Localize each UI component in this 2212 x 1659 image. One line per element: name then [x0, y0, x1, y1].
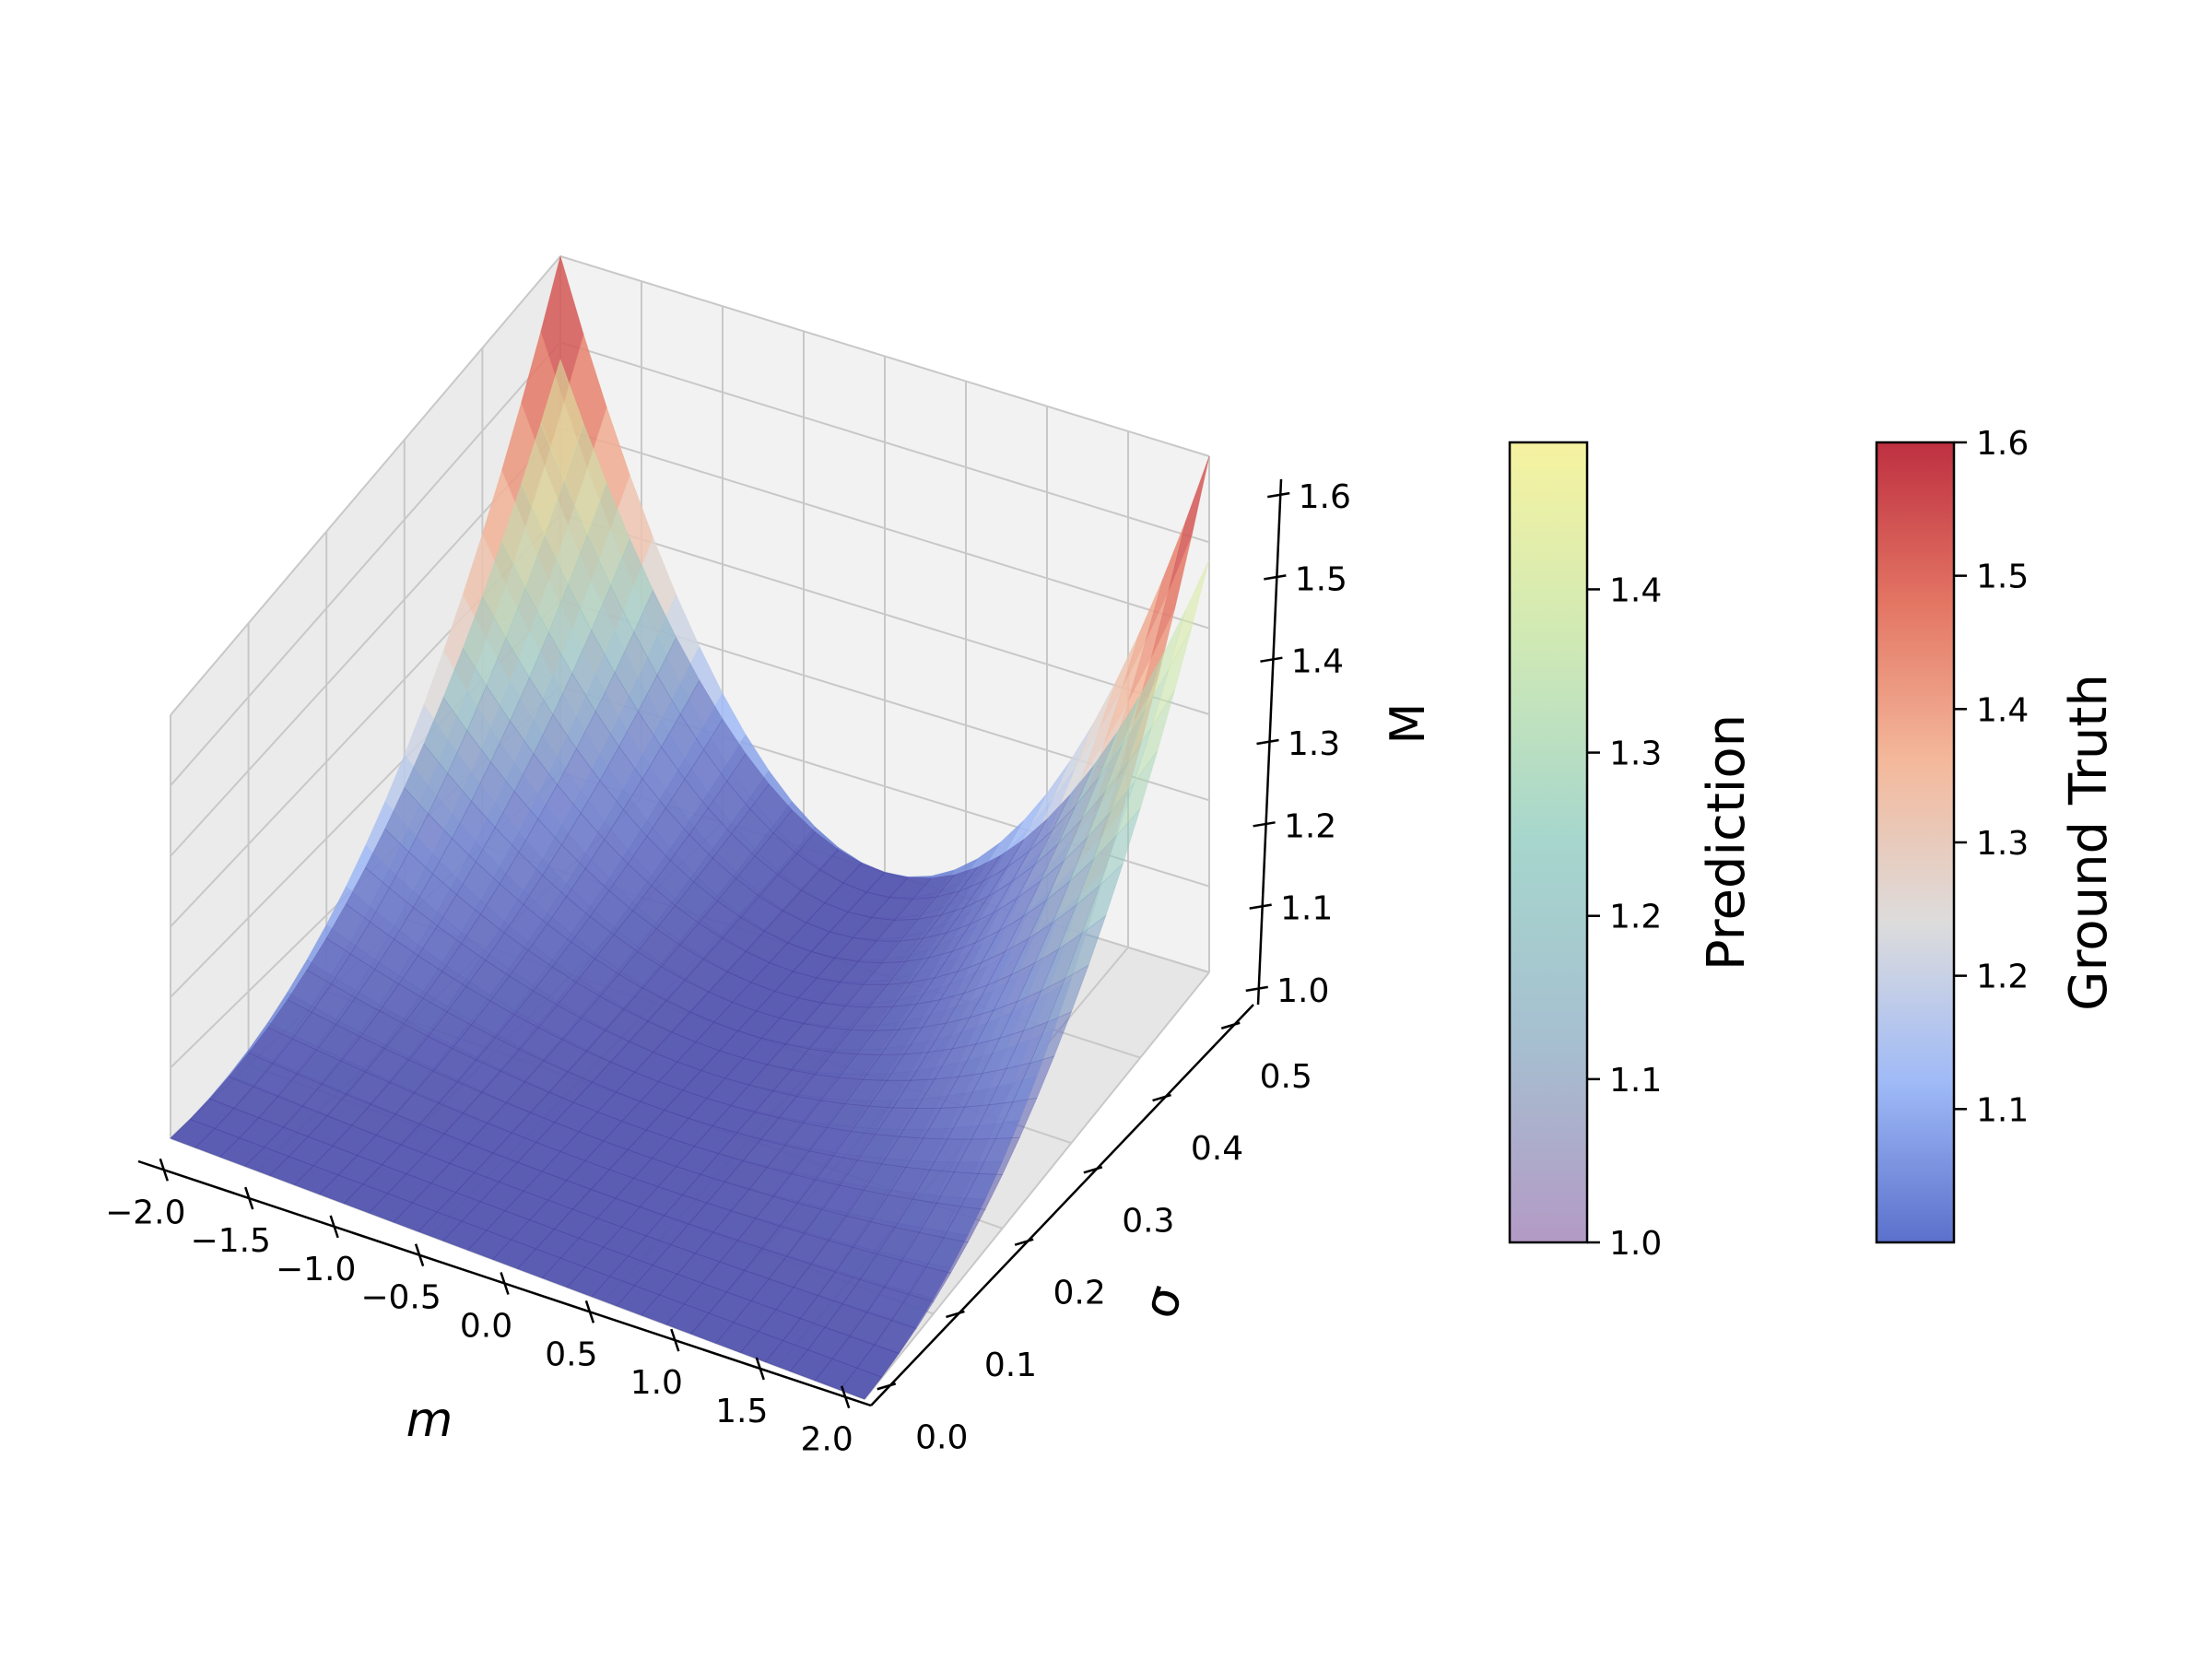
- colorbar-tick-label: 1.4: [1976, 691, 2029, 729]
- x-tick-label: 0.5: [545, 1335, 597, 1373]
- z-tick-label: 1.6: [1299, 478, 1351, 516]
- colorbar-tick-label: 1.4: [1609, 571, 1662, 609]
- ground-truth-colorbar-label: Ground Truth: [2059, 674, 2119, 1011]
- ground-truth-colorbar-ticks: 1.1 1.2 1.3 1.4 1.5 1.6: [1954, 425, 2029, 1129]
- prediction-colorbar-bar: [1508, 441, 1589, 1244]
- prediction-colorbar-label: Prediction: [1697, 714, 1757, 971]
- y-tick-label: 0.1: [984, 1347, 1037, 1384]
- colorbar-tick-label: 1.6: [1976, 425, 2029, 463]
- prediction-surface-facet: [1150, 626, 1193, 728]
- z-tick-label: 1.2: [1284, 807, 1336, 845]
- z-tick-label: 1.1: [1280, 890, 1333, 928]
- y-tick: [877, 1382, 897, 1391]
- colorbar-tick-label: 1.3: [1976, 825, 2029, 863]
- x-tick-label: −2.0: [105, 1194, 185, 1231]
- prediction-surface-facet: [1134, 689, 1175, 783]
- axis-ticks: −2.0−1.5−1.0−0.5 0.0 0.5 1.0 1.5 2.0 0.0 0.1 0.2…: [105, 478, 1351, 1459]
- z-tick: [1253, 821, 1276, 828]
- z-gridline-left: [170, 341, 561, 786]
- x-tick-label: 1.0: [630, 1364, 683, 1402]
- x-tick-label: 0.0: [460, 1308, 512, 1346]
- x-tick: [840, 1385, 851, 1409]
- x-tick: [500, 1272, 510, 1295]
- colorbar-tick-label: 1.2: [1976, 959, 2029, 996]
- y-tick: [1220, 1021, 1241, 1030]
- y-tick: [1152, 1093, 1171, 1102]
- y-tick: [1083, 1166, 1103, 1174]
- z-gridline-back: [559, 341, 1210, 544]
- x-tick: [159, 1158, 170, 1182]
- y-tick: [946, 1310, 965, 1319]
- x-axis-label: m: [406, 1393, 453, 1448]
- x-tick-label: 1.5: [715, 1393, 768, 1430]
- x-tick: [584, 1300, 595, 1324]
- z-axis-label: M: [1381, 703, 1436, 745]
- x-gridline-floor: [864, 971, 1210, 1400]
- z-gridline-back: [559, 427, 1210, 629]
- z-gridline-back: [559, 255, 1210, 457]
- z-tick: [1245, 985, 1268, 993]
- x-tick: [755, 1357, 765, 1381]
- colorbar-tick-label: 1.0: [1609, 1225, 1662, 1263]
- z-tick: [1264, 574, 1287, 581]
- prediction-surface-facet: [890, 1294, 935, 1329]
- z-tick-label: 1.4: [1291, 643, 1344, 681]
- y-tick-label: 0.0: [915, 1418, 968, 1456]
- prediction-colorbar: 1.0 1.1 1.2 1.3 1.4 Prediction: [1508, 441, 1757, 1263]
- x-tick: [670, 1328, 680, 1352]
- z-tick: [1249, 903, 1272, 910]
- y-tick-label: 0.5: [1260, 1058, 1312, 1096]
- x-tick: [414, 1243, 425, 1267]
- x-tick: [244, 1186, 254, 1210]
- z-gridline-left: [170, 255, 561, 716]
- colorbar-tick-label: 1.1: [1976, 1091, 2029, 1129]
- y-tick: [1014, 1238, 1034, 1246]
- ground-truth-colorbar-bar: [1875, 441, 1956, 1244]
- z-tick: [1267, 491, 1290, 499]
- x-tick-label: −1.5: [191, 1222, 271, 1260]
- y-tick-label: 0.4: [1191, 1130, 1243, 1168]
- x-tick: [329, 1215, 339, 1239]
- prediction-surface-facet: [994, 1097, 1038, 1139]
- prediction-colorbar-ticks: 1.0 1.1 1.2 1.3 1.4: [1587, 571, 1662, 1263]
- y-axis-line: [870, 1004, 1254, 1406]
- colorbar-tick-label: 1.3: [1609, 735, 1662, 773]
- colorbar-tick-label: 1.2: [1609, 899, 1662, 936]
- z-gridline-back: [559, 513, 1210, 715]
- axes-3d: −2.0−1.5−1.0−0.5 0.0 0.5 1.0 1.5 2.0 0.0 0.1 0.2…: [105, 254, 1436, 1459]
- colorbar-tick-label: 1.5: [1976, 559, 2029, 596]
- colorbar-tick-label: 1.1: [1609, 1062, 1662, 1100]
- prediction-surface: [170, 358, 1210, 1400]
- prediction-surface-facet: [1046, 964, 1089, 1023]
- ground-truth-colorbar: 1.1 1.2 1.3 1.4 1.5 1.6 Ground Truth: [1875, 425, 2119, 1244]
- x-tick-label: 2.0: [801, 1421, 853, 1459]
- left-pane: [171, 256, 560, 1138]
- surface-plots: [170, 254, 1210, 1400]
- y-tick-label: 0.3: [1122, 1202, 1174, 1240]
- prediction-surface-facet: [977, 1136, 1020, 1175]
- z-tick-label: 1.3: [1288, 725, 1340, 763]
- z-tick-label: 1.5: [1295, 560, 1347, 598]
- x-tick-label: −1.0: [276, 1251, 356, 1288]
- z-tick: [1260, 656, 1283, 663]
- z-tick-label: 1.0: [1277, 972, 1329, 1010]
- y-tick-label: 0.2: [1053, 1275, 1106, 1312]
- y-axis-label: σ: [1132, 1279, 1194, 1325]
- prediction-surface-facet: [839, 1367, 883, 1400]
- z-tick: [1256, 738, 1279, 746]
- x-tick-label: −0.5: [360, 1279, 441, 1317]
